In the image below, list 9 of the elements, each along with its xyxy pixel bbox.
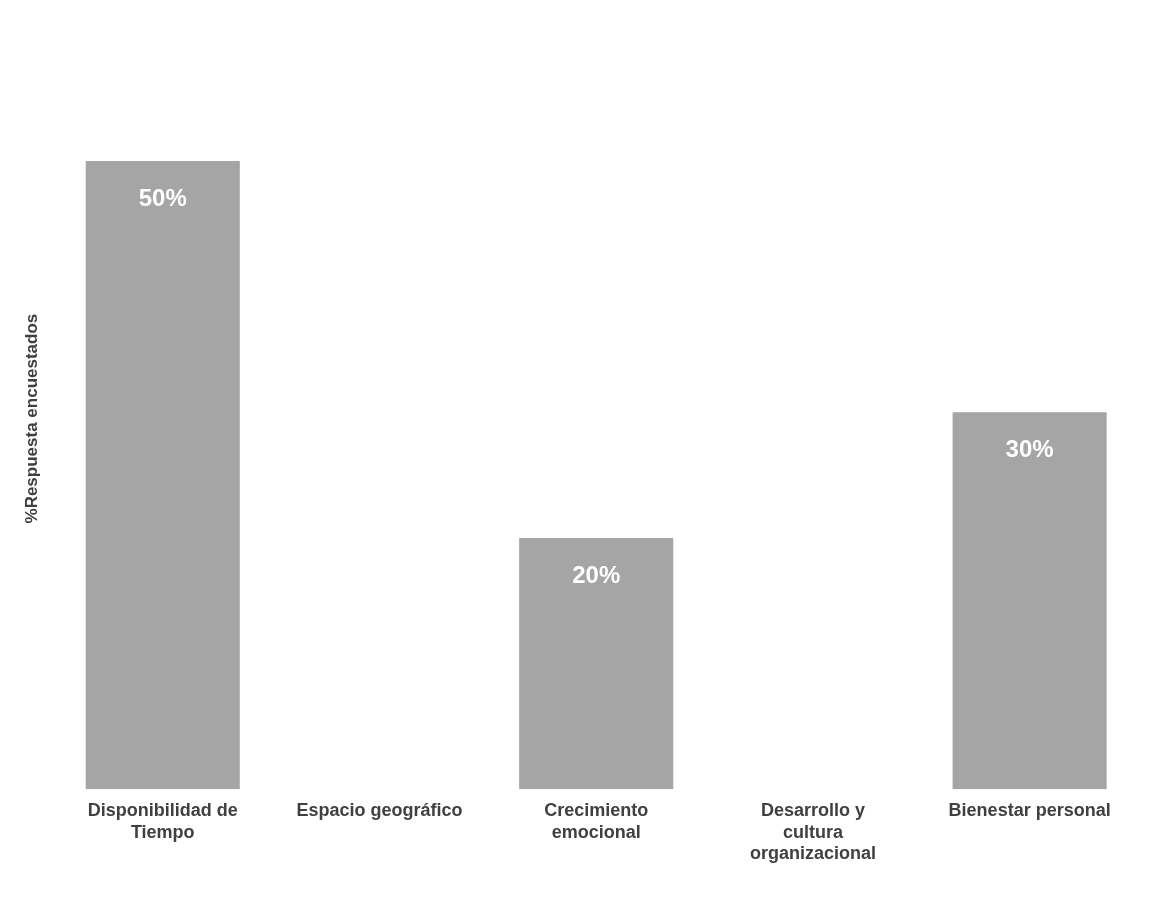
x-tick-label: Crecimiento emocional bbox=[544, 799, 649, 842]
x-tick-label: Espacio geográfico bbox=[296, 799, 463, 820]
x-tick-label: Desarrollo y cultura organizacional bbox=[749, 799, 876, 864]
data-label: 30% bbox=[1005, 434, 1054, 462]
data-label: 20% bbox=[572, 560, 621, 588]
x-tick-label: Disponibilidad de Tiempo bbox=[87, 799, 238, 842]
y-axis-title: %Respuesta encuestados bbox=[21, 313, 41, 524]
data-label: 50% bbox=[138, 183, 187, 211]
x-tick-label: Bienestar personal bbox=[948, 799, 1111, 820]
